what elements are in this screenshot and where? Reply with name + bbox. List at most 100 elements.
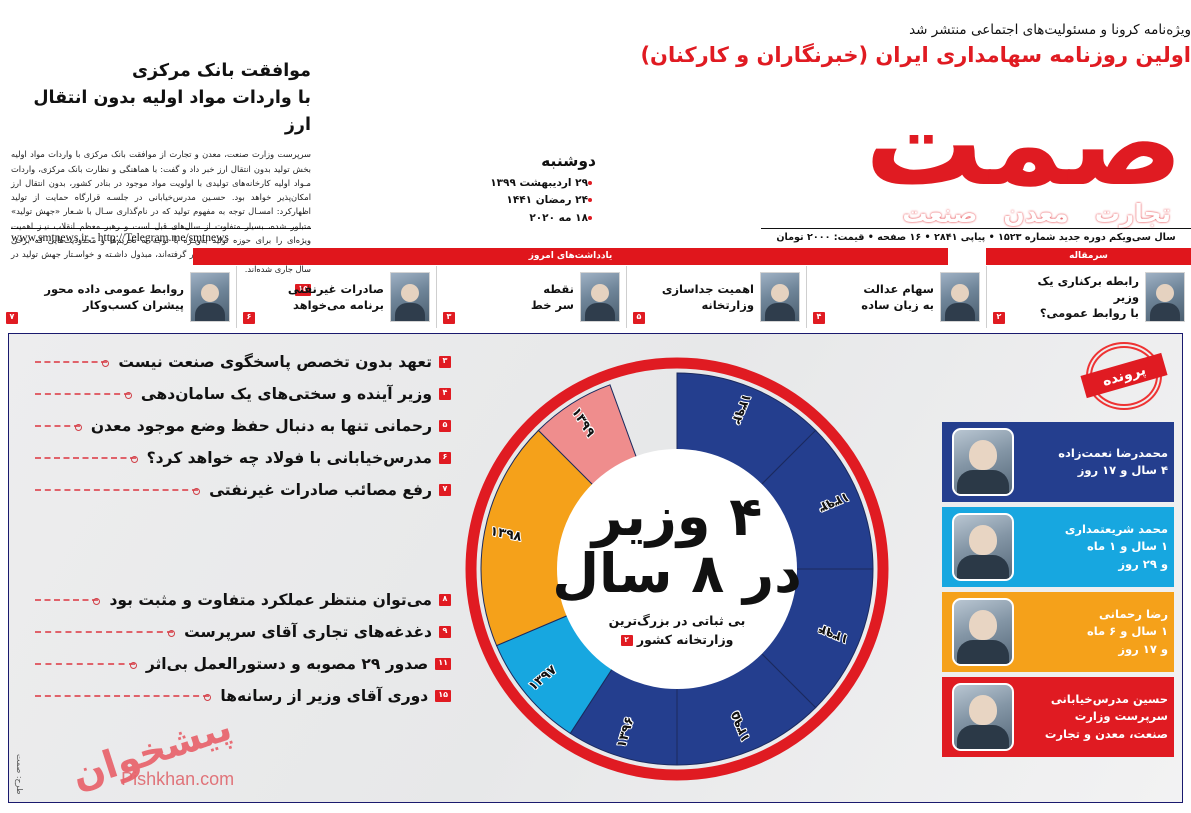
leader-dashed-line	[35, 630, 176, 637]
thumb-title: صادرات غیرنفتی برنامه می‌خواهد	[287, 281, 384, 312]
headline-page-badge[interactable]: ۴	[439, 388, 451, 400]
headline-row[interactable]: ۸ می‌توان منتظر عملکرد متفاوت و مثبت بود	[31, 584, 451, 616]
wordmark-subwords: تجارت معدن صنعت	[902, 199, 1171, 228]
headline-page-badge[interactable]: ۳	[439, 356, 451, 368]
thumbnail-strip: رابطه برکناری یک وزیر با روابط عمومی؟ ۲ س…	[0, 266, 1191, 328]
masthead: موافقت بانک مرکزی با واردات مواد اولیه ب…	[0, 0, 1191, 297]
thumb-title: روابط عمومی داده محور پیشران کسب‌وکار	[44, 281, 184, 312]
headline-text: رفع مصائب صادرات غیرنفتی	[209, 481, 432, 499]
headline-text: تعهد بدون تخصص پاسخگوی صنعت نیست	[118, 353, 432, 371]
leader-dashed-line	[35, 598, 101, 605]
headline-page-badge[interactable]: ۱۱	[435, 658, 451, 670]
author-photo	[760, 272, 800, 322]
headline-row[interactable]: ۷ رفع مصائب صادرات غیرنفتی	[31, 474, 451, 506]
thumb-page-badge[interactable]: ۵	[633, 312, 645, 324]
thumb-item-2[interactable]: اهمیت جداسازی وزارتخانه ۵	[626, 266, 806, 328]
section-bar-notes: یادداشت‌های امروز	[193, 248, 948, 265]
site-watermark: پیشخوان Pishkhan.com	[66, 705, 237, 798]
issue-info-line: سال سی‌ویکم دوره جدید شماره ۱۵۲۳ • پیاپی…	[761, 228, 1191, 243]
headline-list-upper: ۳ تعهد بدون تخصص پاسخگوی صنعت نیست ۴ وزی…	[31, 346, 451, 506]
thumb-item-1[interactable]: سهام عدالت به زبان ساده ۴	[806, 266, 986, 328]
bullet-dot-icon	[588, 198, 592, 203]
headline-row[interactable]: ۱۱ صدور ۲۹ مصوبه و دستورالعمل بی‌اثر	[31, 648, 451, 680]
thumb-page-badge[interactable]: ۷	[6, 312, 18, 324]
thumb-item-3[interactable]: نقطه سر خط ۳	[436, 266, 626, 328]
leader-dashed-line	[35, 488, 201, 495]
minister-name: رضا رحمانی	[1099, 607, 1168, 622]
design-credit: طرح: صمت	[15, 753, 24, 794]
donut-center-line1: ۴ وزیر	[591, 485, 763, 549]
masthead-kicker: ویژه‌نامه کرونا و مسئولیت‌های اجتماعی من…	[909, 22, 1191, 38]
minister-name: محمدرضا نعمت‌زاده	[1058, 445, 1168, 460]
donut-chart-svg	[465, 357, 889, 781]
leader-dashed-line	[35, 424, 82, 431]
headline-row[interactable]: ۳ تعهد بدون تخصص پاسخگوی صنعت نیست	[31, 346, 451, 378]
minister-info: حسین مدرس‌خیابانی سرپرست وزارت صنعت، معد…	[1022, 691, 1168, 743]
leader-dashed-line	[35, 694, 212, 701]
lead-article-page-badge[interactable]: ۱۵	[295, 284, 311, 297]
headline-page-badge[interactable]: ۸	[439, 594, 451, 606]
donut-center-line2: در ۸ سال	[552, 542, 802, 606]
author-photo	[940, 272, 980, 322]
watermark-fa: پیشخوان	[66, 704, 237, 798]
minister-row-0[interactable]: محمدرضا نعمت‌زاده ۴ سال و ۱۷ روز	[942, 422, 1174, 502]
day-of-week: دوشنبه	[541, 152, 596, 170]
wordmark-sub-1: معدن	[1003, 199, 1069, 228]
headline-row[interactable]: ۵ رحمانی تنها به دنبال حفظ وضع موجود معد…	[31, 410, 451, 442]
wordmark-sub-2: صنعت	[902, 199, 978, 228]
minister-tenure-2: و ۲۹ روز	[1118, 556, 1168, 571]
thumb-page-badge[interactable]: ۶	[243, 312, 255, 324]
headline-page-badge[interactable]: ۱۵	[435, 690, 451, 702]
minister-name: حسین مدرس‌خیابانی	[1050, 692, 1168, 707]
thumb-item-0[interactable]: رابطه برکناری یک وزیر با روابط عمومی؟ ۲	[986, 266, 1191, 328]
lead-article-title-line1: موافقت بانک مرکزی	[131, 61, 311, 81]
wordmark-sub-0: تجارت	[1094, 199, 1171, 228]
headline-page-badge[interactable]: ۶	[439, 452, 451, 464]
headline-page-badge[interactable]: ۹	[439, 626, 451, 638]
website-line[interactable]: www.smtnews.ir - http://Telegram.me/smtn…	[11, 228, 311, 244]
thumb-page-badge[interactable]: ۳	[443, 312, 455, 324]
date-line-0: ۲۹ اردیبهشت ۱۳۹۹	[476, 175, 596, 192]
minister-info: محمد شریعتمداری ۱ سال و ۱ ماه و ۲۹ روز	[1022, 521, 1168, 573]
headline-row[interactable]: ۶ مدرس‌خیابانی با فولاد چه خواهد کرد؟	[31, 442, 451, 474]
minister-photo	[952, 598, 1014, 666]
minister-tenure: ۴ سال و ۱۷ روز	[1077, 463, 1168, 477]
donut-chart: ۴ وزیر در ۸ سال بی ثباتی در بزرگ‌ترین وز…	[447, 344, 907, 794]
minister-tenure: سرپرست وزارت	[1074, 709, 1168, 724]
leader-dashed-line	[35, 392, 132, 399]
minister-row-2[interactable]: رضا رحمانی ۱ سال و ۶ ماه و ۱۷ روز	[942, 592, 1174, 672]
donut-center-page-badge[interactable]: ۲	[620, 635, 633, 647]
headline-text: وزیر آینده و سختی‌های یک سامان‌دهی	[140, 385, 432, 403]
minister-info: رضا رحمانی ۱ سال و ۶ ماه و ۱۷ روز	[1022, 606, 1168, 658]
headline-row[interactable]: ۴ وزیر آینده و سختی‌های یک سامان‌دهی	[31, 378, 451, 410]
headline-list-lower: ۸ می‌توان منتظر عملکرد متفاوت و مثبت بود…	[31, 584, 451, 712]
thumb-page-badge[interactable]: ۴	[813, 312, 825, 324]
thumb-item-4[interactable]: صادرات غیرنفتی برنامه می‌خواهد ۶	[236, 266, 436, 328]
bullet-dot-icon	[588, 181, 592, 185]
minister-row-1[interactable]: محمد شریعتمداری ۱ سال و ۱ ماه و ۲۹ روز	[942, 507, 1174, 587]
bullet-dot-icon	[588, 215, 592, 220]
lead-article-body: سرپرست وزارت صنعت، معدن و تجارت از موافق…	[11, 149, 311, 274]
thumb-page-badge[interactable]: ۲	[993, 312, 1005, 324]
minister-row-3[interactable]: حسین مدرس‌خیابانی سرپرست وزارت صنعت، معد…	[942, 677, 1174, 757]
headline-text: دوری آقای وزیر از رسانه‌ها	[220, 687, 429, 705]
logo-zone: ویژه‌نامه کرونا و مسئولیت‌های اجتماعی من…	[591, 22, 1191, 232]
author-photo	[190, 272, 230, 322]
headline-text: مدرس‌خیابانی با فولاد چه خواهد کرد؟	[146, 449, 432, 467]
main-infographic-panel: پرونده ۳ تعهد بدون تخصص پاسخگوی صنعت نیس…	[8, 333, 1183, 803]
ministers-legend: محمدرضا نعمت‌زاده ۴ سال و ۱۷ روز محمد شر…	[942, 422, 1174, 762]
minister-photo	[952, 683, 1014, 751]
thumb-item-5[interactable]: روابط عمومی داده محور پیشران کسب‌وکار ۷	[0, 266, 236, 328]
date-box: دوشنبه ۲۹ اردیبهشت ۱۳۹۹ ۲۴ رمضان ۱۴۴۱ ۱۸…	[476, 152, 596, 227]
headline-page-badge[interactable]: ۵	[439, 420, 451, 432]
leader-dashed-line	[35, 662, 137, 669]
donut-center-subtitle: بی ثباتی در بزرگ‌ترین وزارتخانه کشور ۲	[608, 613, 746, 648]
watermark-en: Pishkhan.com	[121, 769, 235, 789]
headline-row[interactable]: ۹ دغدغه‌های تجاری آقای سرپرست	[31, 616, 451, 648]
headline-page-badge[interactable]: ۷	[439, 484, 451, 496]
headline-text: رحمانی تنها به دنبال حفظ وضع موجود معدن	[90, 417, 432, 435]
headline-row[interactable]: ۱۵ دوری آقای وزیر از رسانه‌ها	[31, 680, 451, 712]
lead-article: موافقت بانک مرکزی با واردات مواد اولیه ب…	[11, 58, 311, 299]
headline-text: دغدغه‌های تجاری آقای سرپرست	[184, 623, 432, 641]
minister-tenure-2: و ۱۷ روز	[1118, 641, 1168, 656]
